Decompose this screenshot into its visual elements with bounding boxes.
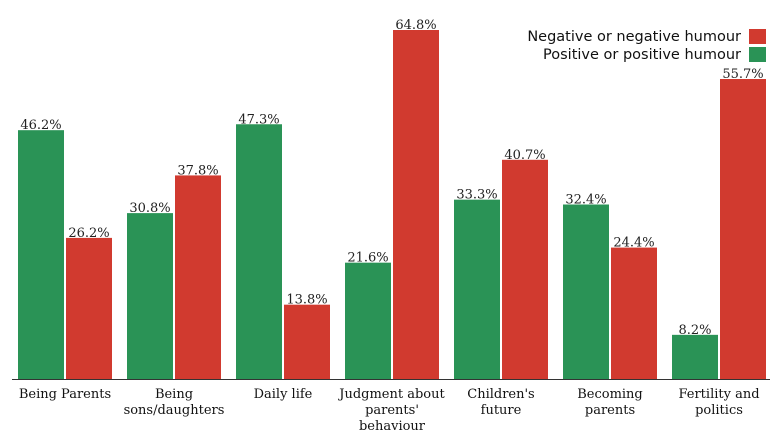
value-label-negative-4: 40.7% (504, 148, 545, 163)
bar-negative-4 (502, 159, 548, 379)
category-label-0-line-0: Being Parents (19, 387, 111, 402)
bars-group (18, 30, 766, 379)
bar-positive-2 (236, 124, 282, 379)
value-label-negative-6: 55.7% (722, 67, 763, 82)
value-label-positive-3: 21.6% (347, 251, 388, 266)
bar-negative-5 (611, 247, 657, 379)
bar-positive-3 (345, 262, 391, 379)
bar-negative-0 (66, 237, 112, 379)
category-label-4-line-1: future (481, 403, 522, 418)
value-label-negative-1: 37.8% (177, 163, 218, 178)
bar-negative-3 (393, 30, 439, 379)
bar-negative-1 (175, 175, 221, 379)
category-label-3-line-1: parents' (365, 403, 419, 418)
value-labels-group: 46.2% 26.2% 30.8% 37.8% 47.3% 13.8% 21.6% 64.8%… (20, 18, 763, 338)
value-label-positive-5: 32.4% (565, 193, 606, 208)
bar-positive-5 (563, 204, 609, 379)
category-label-4-line-0: Children's (467, 387, 534, 402)
category-label-1-line-0: Being (155, 387, 193, 402)
value-label-positive-1: 30.8% (129, 201, 170, 216)
value-label-negative-2: 13.8% (286, 293, 327, 308)
category-label-6-line-0: Fertility and (678, 387, 759, 402)
legend-label-positive: Positive or positive humour (543, 47, 741, 63)
bar-positive-4 (454, 199, 500, 379)
category-label-5-line-1: parents (585, 403, 635, 418)
category-label-3-line-0: Judgment about (337, 387, 445, 402)
value-label-negative-3: 64.8% (395, 18, 436, 33)
bar-positive-1 (127, 213, 173, 379)
category-label-6-line-1: politics (695, 403, 743, 418)
bar-positive-0 (18, 130, 64, 379)
value-label-positive-2: 47.3% (238, 112, 279, 127)
legend-label-negative: Negative or negative humour (527, 29, 741, 45)
legend-swatch-negative (749, 29, 766, 44)
category-label-5-line-0: Becoming (577, 387, 643, 402)
bar-negative-2 (284, 304, 330, 379)
legend-swatch-positive (749, 47, 766, 62)
value-label-positive-0: 46.2% (20, 118, 61, 133)
value-label-positive-6: 8.2% (678, 323, 711, 338)
bar-positive-6 (672, 334, 718, 379)
bar-negative-6 (720, 79, 766, 379)
value-label-positive-4: 33.3% (456, 188, 497, 203)
legend: Negative or negative humour Positive or … (527, 29, 766, 63)
value-label-negative-5: 24.4% (613, 236, 654, 251)
category-label-2-line-0: Daily life (254, 387, 313, 402)
value-label-negative-0: 26.2% (68, 226, 109, 241)
category-label-1-line-1: sons/daughters (124, 403, 225, 418)
category-label-3-line-2: behaviour (359, 419, 426, 434)
